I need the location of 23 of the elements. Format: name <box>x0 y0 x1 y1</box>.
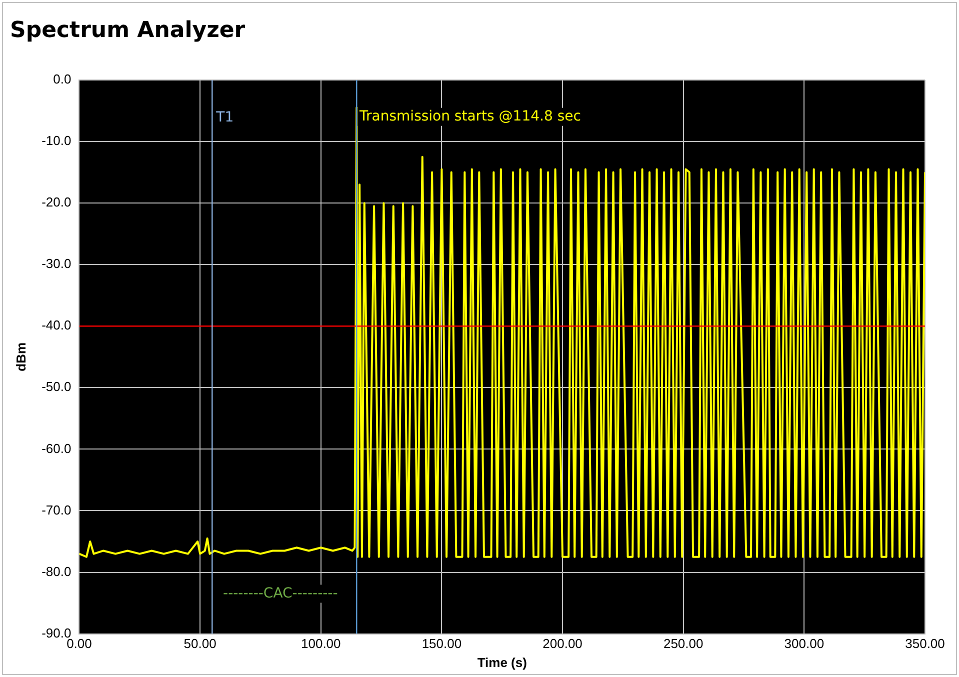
x-tick-label: 150.00 <box>422 636 462 652</box>
y-axis-title: dBm <box>13 342 28 372</box>
x-tick-label: 50.00 <box>184 636 216 652</box>
y-tick-label: -80.0 <box>42 564 72 579</box>
y-tick-label: -20.0 <box>42 194 72 210</box>
x-tick-label: 100.00 <box>300 636 341 652</box>
x-tick-label: 200.00 <box>542 636 582 652</box>
x-axis-title: Time (s) <box>477 654 527 670</box>
y-tick-label: -10.0 <box>42 133 72 148</box>
y-tick-label: -60.0 <box>42 440 72 456</box>
y-tick-label: -90.0 <box>42 625 72 640</box>
ref-line-label: T1 <box>215 110 234 126</box>
x-tick-label: 350.00 <box>905 636 945 652</box>
annotation: Transmission starts @114.8 sec <box>358 108 581 125</box>
annotation: --------CAC--------- <box>223 585 338 602</box>
y-tick-label: -70.0 <box>42 502 72 518</box>
y-tick-label: -30.0 <box>42 256 72 272</box>
x-tick-label: 250.00 <box>663 636 704 652</box>
y-tick-label: 0.0 <box>53 72 72 87</box>
chart-title: Spectrum Analyzer <box>10 18 246 43</box>
y-tick-label: -40.0 <box>42 318 72 333</box>
y-tick-label: -50.0 <box>42 379 72 394</box>
x-tick-label: 300.00 <box>784 636 824 652</box>
